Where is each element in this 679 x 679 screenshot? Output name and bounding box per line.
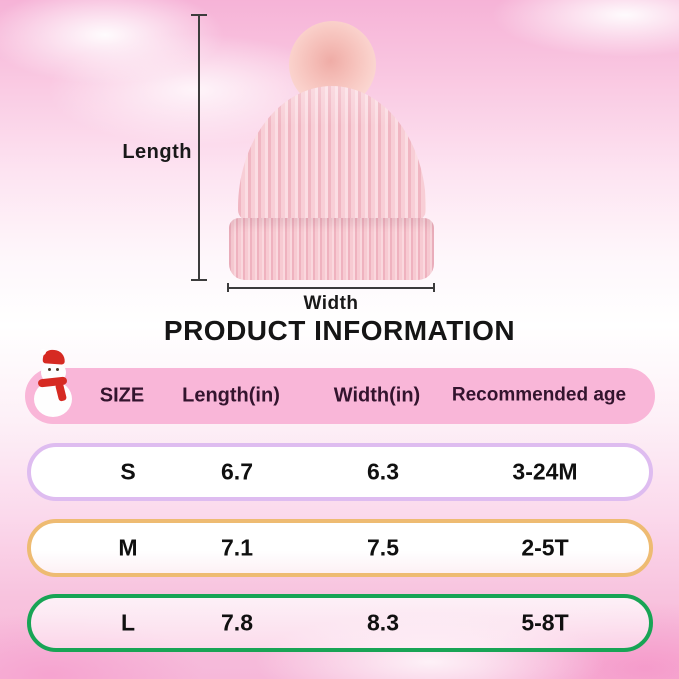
- width-measure-right-cap: [433, 283, 435, 292]
- header-size: SIZE: [99, 384, 145, 407]
- snowman-eye: [48, 368, 51, 371]
- row-l-age: 5-8T: [521, 609, 569, 636]
- width-measure-line: [228, 287, 434, 289]
- page-title: PRODUCT INFORMATION: [163, 315, 516, 346]
- length-label: Length: [122, 141, 192, 163]
- row-m-age: 2-5T: [521, 534, 569, 561]
- size-table-header: SIZE Length(in) Width(in) Recommended ag…: [25, 368, 655, 424]
- length-measure-line: [198, 15, 200, 280]
- row-l-length: 7.8: [221, 609, 253, 636]
- table-row-size-l: L 7.8 8.3 5-8T: [27, 594, 653, 652]
- table-row-size-m: M 7.1 7.5 2-5T: [27, 519, 653, 577]
- length-measure-bottom-cap: [191, 279, 207, 281]
- hat-cuff: [229, 218, 434, 280]
- snowman-icon: [31, 349, 83, 422]
- row-m-width: 7.5: [367, 534, 399, 561]
- header-width: Width(in): [333, 384, 421, 407]
- table-row-size-s: S 6.7 6.3 3-24M: [27, 443, 653, 501]
- row-s-length: 6.7: [221, 458, 253, 485]
- hat-crown: [238, 86, 426, 222]
- row-s-age: 3-24M: [512, 458, 578, 485]
- length-measure-top-cap: [191, 14, 207, 16]
- row-s-width: 6.3: [367, 458, 399, 485]
- snowman-hat-tip: [40, 349, 46, 355]
- snowman-eye: [56, 368, 59, 371]
- header-recommended-age: Recommended age: [451, 384, 627, 406]
- width-measure-left-cap: [227, 283, 229, 292]
- row-m-size: M: [118, 534, 138, 561]
- row-l-size: L: [120, 609, 136, 636]
- row-m-length: 7.1: [221, 534, 253, 561]
- width-label: Width: [303, 293, 359, 314]
- header-length: Length(in): [182, 384, 280, 407]
- row-l-width: 8.3: [367, 609, 399, 636]
- row-s-size: S: [120, 458, 136, 485]
